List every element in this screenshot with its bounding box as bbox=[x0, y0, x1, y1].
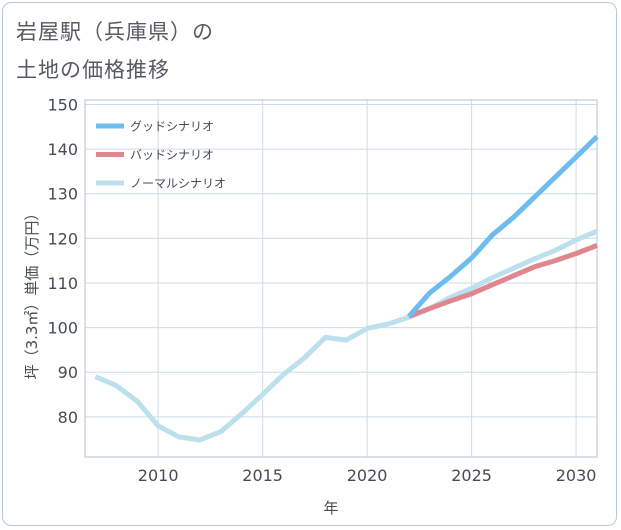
x-axis-title: 年 bbox=[323, 499, 338, 517]
y-axis-title: 坪（3.3㎡）単価（万円） bbox=[23, 206, 41, 380]
series-lines bbox=[94, 134, 599, 443]
legend-label: ノーマルシナリオ bbox=[130, 177, 226, 191]
y-tick-label: 150 bbox=[47, 95, 78, 114]
legend-label: グッドシナリオ bbox=[130, 120, 214, 134]
x-tick-label: 2020 bbox=[347, 466, 388, 485]
x-tick-label: 2015 bbox=[242, 466, 283, 485]
x-tick-label: 2030 bbox=[556, 466, 597, 485]
legend-label: バッドシナリオ bbox=[130, 148, 214, 162]
x-tick-labels: 2010 2015 2020 2025 2030 bbox=[138, 466, 597, 485]
y-tick-label: 100 bbox=[47, 319, 78, 338]
page-subtitle: 土地の価格推移 bbox=[16, 58, 170, 82]
page-title: 岩屋駅（兵庫県）の bbox=[16, 20, 214, 44]
y-tick-label: 140 bbox=[47, 140, 78, 159]
y-tick-label: 120 bbox=[47, 229, 78, 248]
plot-frame bbox=[84, 99, 598, 458]
y-tick-label: 80 bbox=[58, 408, 78, 427]
x-tick-label: 2010 bbox=[138, 466, 179, 485]
series-line-1 bbox=[408, 243, 598, 319]
series-line-0 bbox=[407, 134, 599, 319]
chart-card bbox=[2, 2, 617, 526]
x-tick-label: 2025 bbox=[451, 466, 492, 485]
series-line-2 bbox=[94, 228, 598, 443]
y-tick-label: 130 bbox=[47, 185, 78, 204]
y-tick-label: 90 bbox=[58, 363, 78, 382]
y-tick-label: 110 bbox=[47, 274, 78, 293]
y-tick-labels: 80 90 100 110 120 130 140 150 bbox=[47, 95, 78, 426]
